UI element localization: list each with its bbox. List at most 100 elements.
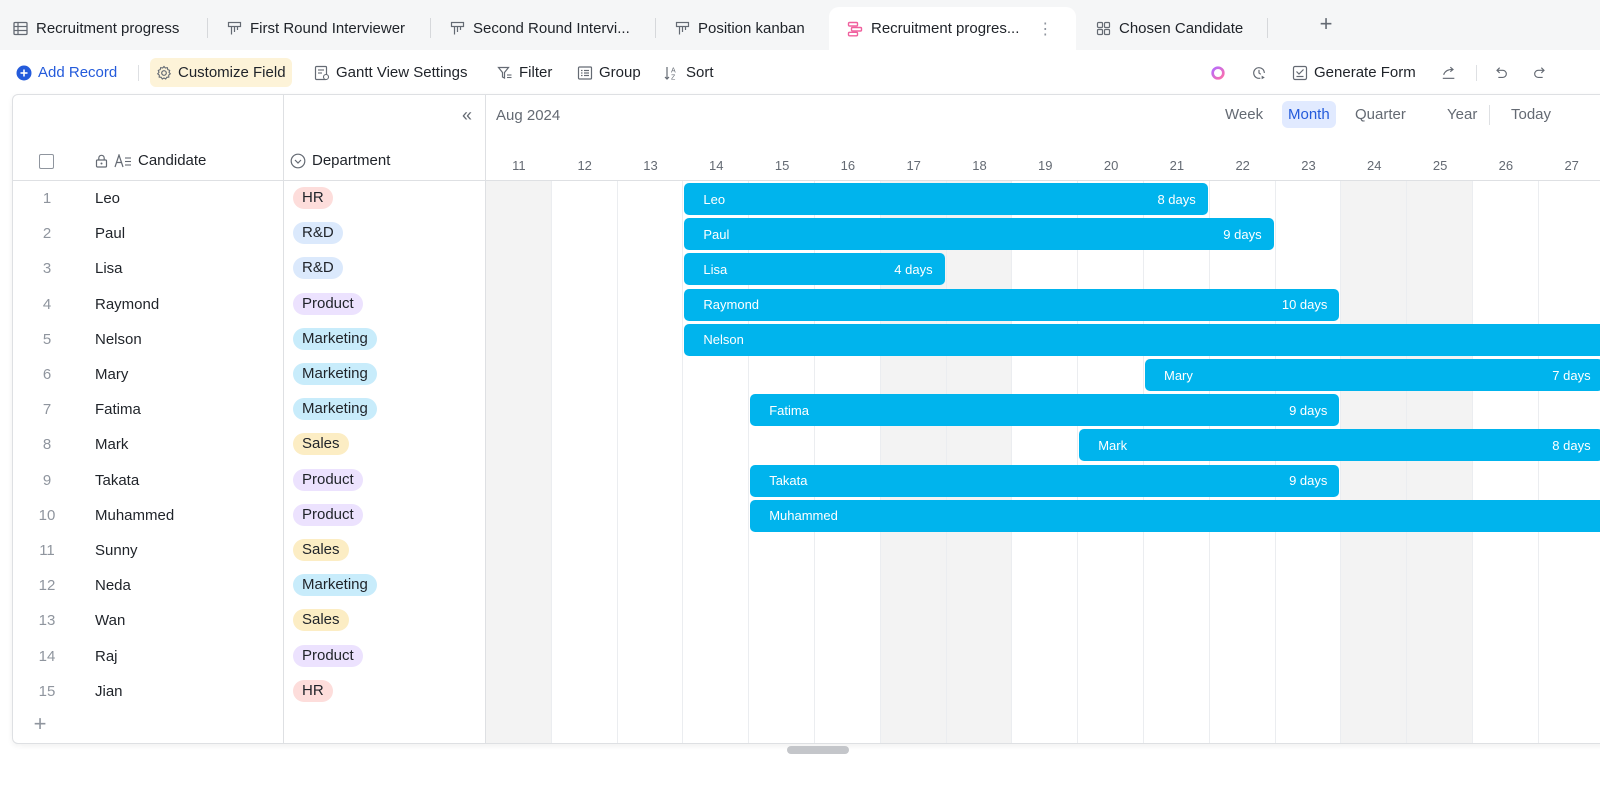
candidate-cell[interactable]: Fatima <box>95 401 141 419</box>
department-tag[interactable]: R&D <box>293 257 343 280</box>
department-tag[interactable]: Marketing <box>293 398 377 421</box>
candidate-cell[interactable]: Takata <box>95 471 140 489</box>
candidate-cell[interactable]: Nelson <box>95 330 142 348</box>
add-row-button[interactable]: + <box>33 711 47 736</box>
tab-label: First Round Interviewer <box>250 20 406 37</box>
candidate-cell[interactable]: Mark <box>95 436 129 454</box>
automation-history-button[interactable] <box>1251 58 1273 87</box>
ai-assistant-button[interactable] <box>1210 58 1232 87</box>
group-button[interactable]: Group <box>577 58 641 87</box>
tab-first-round-interviewer[interactable]: First Round Interviewer <box>226 7 405 50</box>
tab-position-kanban[interactable]: Position kanban <box>674 7 805 50</box>
text-field-icon <box>114 153 132 168</box>
tab-recruitment-progress[interactable]: Recruitment progress <box>12 7 179 50</box>
add-record-button[interactable]: Add Record <box>16 58 117 87</box>
table-row[interactable]: 8 Mark Sales <box>13 427 485 462</box>
tab-chosen-candidate[interactable]: Chosen Candidate <box>1095 7 1243 50</box>
table-row[interactable]: 15 Jian HR <box>13 674 485 709</box>
bar-label: Muhammed <box>769 508 838 524</box>
gantt-bar[interactable]: Paul 9 days <box>684 218 1274 251</box>
scale-quarter[interactable]: Quarter <box>1355 106 1406 123</box>
department-tag[interactable]: Marketing <box>293 574 377 597</box>
share-button[interactable] <box>1441 58 1463 87</box>
gantt-bar[interactable]: Mark 8 days <box>1079 429 1600 462</box>
department-tag[interactable]: Marketing <box>293 363 377 385</box>
department-tag[interactable]: Marketing <box>293 327 377 350</box>
department-tag[interactable]: Sales <box>293 539 349 561</box>
department-tag[interactable]: HR <box>293 679 333 702</box>
table-row[interactable]: 12 Neda Marketing <box>13 568 485 603</box>
column-header-candidate[interactable]: Candidate <box>95 152 206 169</box>
table-row[interactable]: 3 Lisa R&D <box>13 251 485 286</box>
department-tag[interactable]: HR <box>293 187 333 209</box>
gantt-bar[interactable]: Takata 9 days <box>750 464 1340 497</box>
tab-recruitment-progress-gantt[interactable]: Recruitment progres... ⋮ <box>829 7 1076 50</box>
gantt-bar[interactable]: Nelson <box>684 323 1600 356</box>
row-number: 7 <box>42 401 52 419</box>
collapse-grid-icon[interactable]: « <box>461 105 472 125</box>
candidate-cell[interactable]: Leo <box>95 190 121 207</box>
tab-second-round-interviewer[interactable]: Second Round Intervi... <box>449 7 630 50</box>
toolbar: Add Record Customize Field Gantt View Se… <box>0 50 1600 94</box>
department-tag[interactable]: Product <box>293 503 363 526</box>
column-header-department[interactable]: Department <box>290 152 390 169</box>
scale-divider <box>1489 105 1490 125</box>
table-row[interactable]: 6 Mary Marketing <box>13 357 485 392</box>
candidate-cell[interactable]: Neda <box>95 577 131 595</box>
table-row[interactable]: 11 Sunny Sales <box>13 533 485 568</box>
candidate-cell[interactable]: Jian <box>95 682 123 700</box>
gantt-view-settings-button[interactable]: Gantt View Settings <box>314 58 467 87</box>
filter-button[interactable]: Filter <box>497 58 552 87</box>
select-all-checkbox[interactable] <box>39 154 54 169</box>
candidate-cell[interactable]: Mary <box>95 366 129 383</box>
table-row[interactable]: 2 Paul R&D <box>13 216 485 251</box>
candidate-cell[interactable]: Lisa <box>95 260 123 278</box>
candidate-cell[interactable]: Muhammed <box>95 506 175 524</box>
table-row[interactable]: 13 Wan Sales <box>13 603 485 638</box>
gantt-bar[interactable]: Muhammed <box>750 499 1600 532</box>
department-tag[interactable]: Product <box>293 468 363 491</box>
day-label: 23 <box>1301 158 1316 173</box>
department-tag[interactable]: Sales <box>293 433 349 456</box>
scale-year[interactable]: Year <box>1447 106 1478 123</box>
gantt-bar[interactable]: Leo 8 days <box>684 183 1208 215</box>
gantt-bar[interactable]: Fatima 9 days <box>750 394 1340 427</box>
generate-form-button[interactable]: Generate Form <box>1292 58 1416 87</box>
undo-button[interactable] <box>1493 58 1515 87</box>
candidate-cell[interactable]: Wan <box>95 612 126 630</box>
tab-label: Position kanban <box>698 20 805 37</box>
gantt-bar[interactable]: Raymond 10 days <box>684 288 1340 321</box>
scale-month[interactable]: Month <box>1282 101 1336 128</box>
tab-label: Chosen Candidate <box>1119 20 1244 37</box>
redo-button[interactable] <box>1532 58 1554 87</box>
clock-history-icon <box>1251 65 1267 81</box>
table-row[interactable]: 14 Raj Product <box>13 639 485 674</box>
grid-header: « Candidate Department <box>13 95 485 181</box>
department-tag[interactable]: R&D <box>293 222 343 245</box>
table-row[interactable]: 10 Muhammed Product <box>13 498 485 533</box>
table-row[interactable]: 5 Nelson Marketing <box>13 322 485 357</box>
scale-week[interactable]: Week <box>1225 106 1264 123</box>
candidate-cell[interactable]: Sunny <box>95 542 138 559</box>
group-icon <box>577 65 593 81</box>
department-tag[interactable]: Product <box>293 292 363 315</box>
table-row[interactable]: 4 Raymond Product <box>13 287 485 322</box>
tab-more-icon[interactable]: ⋮ <box>1037 20 1054 38</box>
add-view-button[interactable]: + <box>1319 11 1333 36</box>
candidate-cell[interactable]: Paul <box>95 225 126 243</box>
horizontal-scrollbar[interactable] <box>787 746 849 754</box>
department-tag[interactable]: Sales <box>293 609 349 632</box>
table-row[interactable]: 7 Fatima Marketing <box>13 392 485 427</box>
candidate-cell[interactable]: Raymond <box>95 295 160 313</box>
today-button[interactable]: Today <box>1511 106 1552 123</box>
candidate-cell[interactable]: Raj <box>95 647 118 665</box>
row-number: 9 <box>42 471 52 489</box>
settings-doc-icon <box>314 65 330 81</box>
table-row[interactable]: 1 Leo HR <box>13 181 485 216</box>
customize-field-button[interactable]: Customize Field <box>150 58 292 87</box>
gantt-bar[interactable]: Lisa 4 days <box>684 253 945 286</box>
gantt-bar[interactable]: Mary 7 days <box>1145 359 1600 391</box>
department-tag[interactable]: Product <box>293 644 363 667</box>
table-row[interactable]: 9 Takata Product <box>13 463 485 498</box>
